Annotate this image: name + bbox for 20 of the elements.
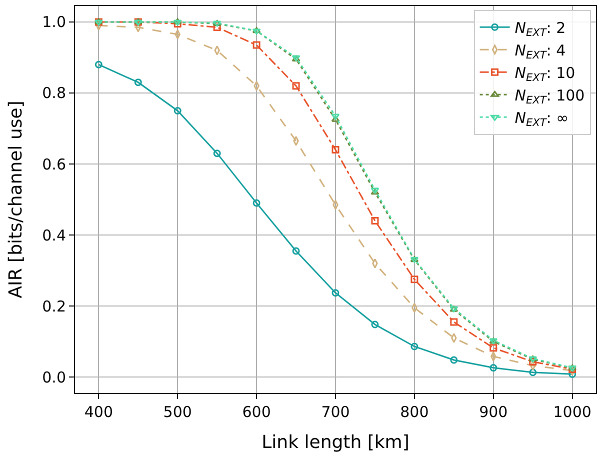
y-tick-label: 1.0 [42,13,66,32]
x-tick-label: 900 [479,403,508,421]
y-tick-label: 0.2 [42,297,66,316]
legend-label: N$_{EXT}$: 4 [514,41,566,62]
y-tick-label: 0.8 [42,84,66,102]
legend-label: N$_{EXT}$: ∞ [514,108,569,130]
y-axis-title: AIR [bits/channel use] [5,100,26,298]
y-tick-label: 0.4 [42,226,66,244]
x-axis-title: Link length [km] [262,432,410,454]
legend-label: N$_{EXT}$: 10 [514,64,576,84]
legend-label: N$_{EXT}$: 2 [514,18,566,40]
x-tick-label: 800 [400,403,429,421]
x-tick-label: 1000 [553,403,592,421]
x-tick-label: 700 [321,403,350,421]
x-tick-label: 600 [242,403,271,421]
y-tick-label: 0.0 [42,368,66,386]
y-tick-label: 0.6 [42,155,66,174]
legend-label: N$_{EXT}$: 100 [514,86,585,107]
x-tick-label: 400 [84,403,113,421]
x-tick-label: 500 [163,403,192,421]
